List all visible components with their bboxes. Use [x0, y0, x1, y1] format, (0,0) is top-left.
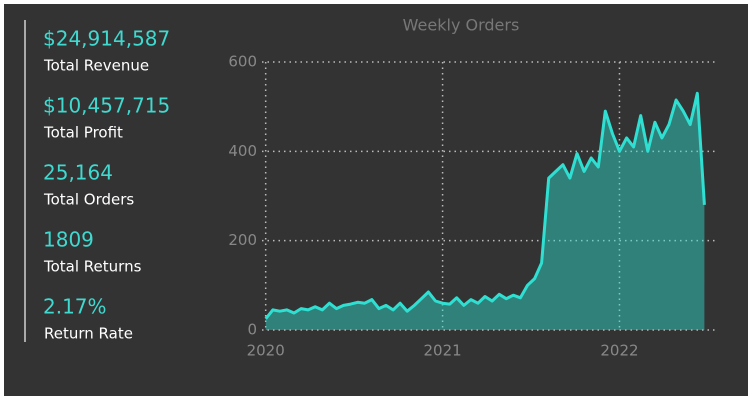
area-fill	[265, 93, 705, 330]
kpi-value: 25,164	[43, 161, 113, 185]
kpi-value: 2.17%	[43, 295, 107, 319]
y-tick-label: 200	[228, 231, 257, 249]
kpi-label: Total Revenue	[43, 57, 149, 75]
kpi-label: Return Rate	[44, 325, 133, 343]
x-tick-label: 2021	[423, 342, 461, 360]
y-tick-label: 0	[247, 321, 257, 339]
chart-title: Weekly Orders	[403, 16, 520, 35]
x-tick-label: 2020	[247, 342, 285, 360]
y-tick-label: 400	[228, 142, 257, 160]
kpi-label: Total Orders	[43, 191, 134, 209]
kpi-value: 1809	[43, 228, 94, 252]
area-line	[264, 91, 706, 320]
kpi-value: $10,457,715	[43, 94, 170, 118]
kpi-label: Total Returns	[43, 258, 142, 276]
x-tick-label: 2022	[600, 342, 638, 360]
background	[4, 4, 748, 396]
kpi-value: $24,914,587	[43, 27, 170, 51]
kpi-label: Total Profit	[43, 124, 123, 142]
y-tick-label: 600	[228, 53, 257, 71]
